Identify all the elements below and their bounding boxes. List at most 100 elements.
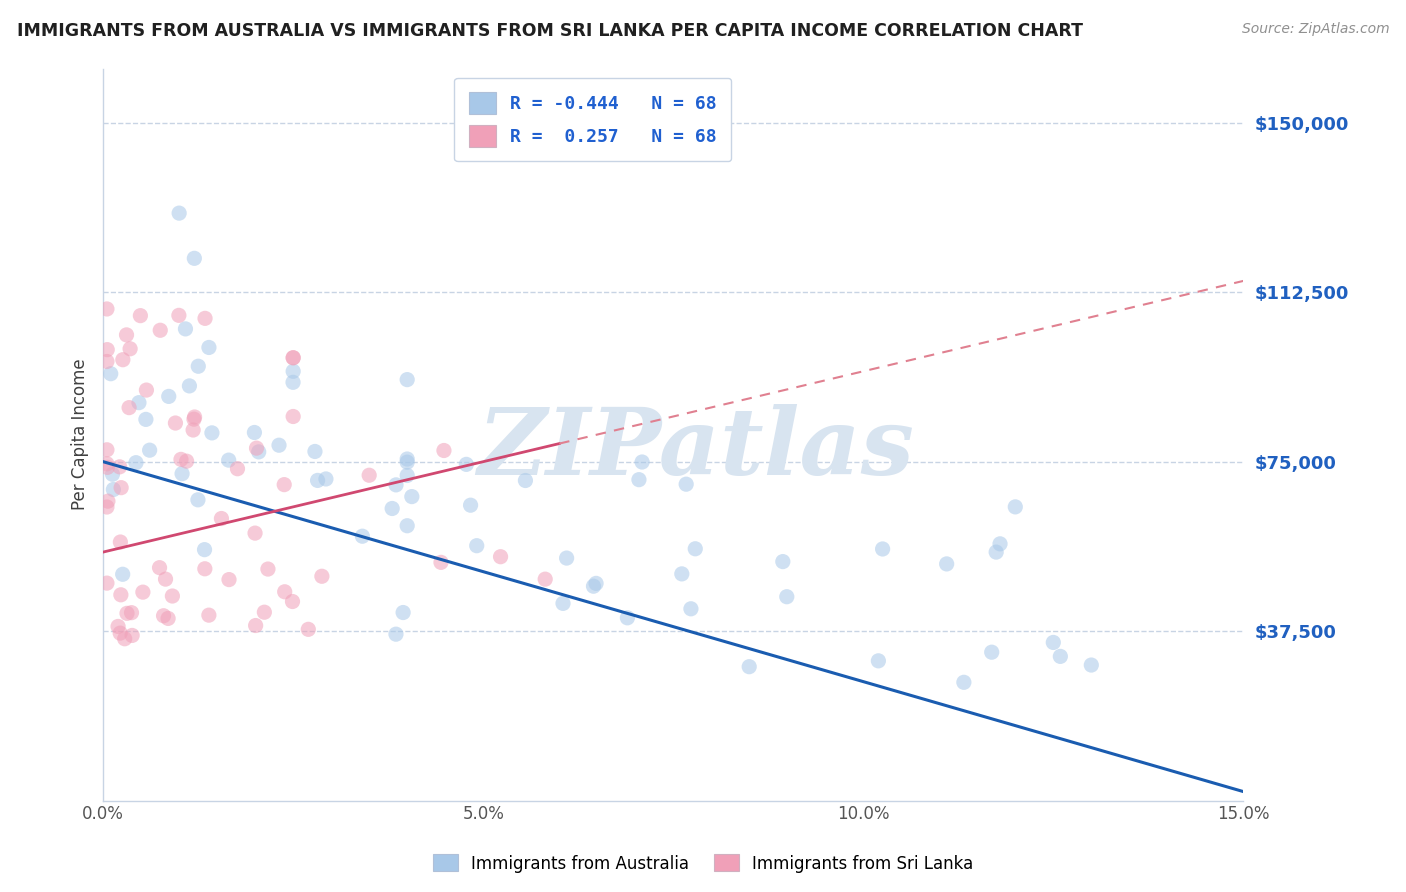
Point [118,401,141,415]
Point [100,367,122,381]
Point [631,455,654,469]
Point [183,252,205,266]
Point [257,562,280,576]
Point [551,596,574,610]
Point [1004,500,1026,514]
Point [396,373,419,387]
Point [120,342,142,356]
Point [135,383,157,397]
Point [132,585,155,599]
Point [107,619,129,633]
Point [988,537,1011,551]
Point [980,645,1002,659]
Point [868,654,890,668]
Point [96,460,118,475]
Point [1049,649,1071,664]
Point [108,459,131,474]
Point [183,412,205,426]
Point [315,472,337,486]
Point [181,423,204,437]
Point [283,364,305,378]
Point [304,444,326,458]
Point [96,301,118,316]
Point [616,611,638,625]
Point [283,351,305,365]
Point [245,441,267,455]
Point [243,425,266,440]
Point [157,611,180,625]
Point [170,467,193,481]
Point [627,473,650,487]
Point [128,395,150,409]
Point [311,569,333,583]
Point [555,551,578,566]
Point [129,309,152,323]
Point [198,608,221,623]
Point [953,675,976,690]
Point [283,409,305,424]
Point [385,627,408,641]
Point [534,572,557,586]
Point [121,628,143,642]
Point [243,526,266,541]
Point [157,389,180,403]
Legend: Immigrants from Australia, Immigrants from Sri Lanka: Immigrants from Australia, Immigrants fr… [426,847,980,880]
Point [396,455,419,469]
Point [115,327,138,342]
Point [218,573,240,587]
Point [152,608,174,623]
Point [776,590,799,604]
Point [111,567,134,582]
Point [96,343,118,357]
Point [401,490,423,504]
Point [226,461,249,475]
Point [121,606,143,620]
Text: IMMIGRANTS FROM AUSTRALIA VS IMMIGRANTS FROM SRI LANKA PER CAPITA INCOME CORRELA: IMMIGRANTS FROM AUSTRALIA VS IMMIGRANTS … [17,22,1083,40]
Point [679,602,702,616]
Point [103,483,125,497]
Point [165,416,187,430]
Point [385,478,408,492]
Point [433,443,456,458]
Point [396,518,419,533]
Point [986,545,1008,559]
Point [201,425,224,440]
Point [193,542,215,557]
Text: ZIPatlas: ZIPatlas [478,404,914,494]
Point [114,632,136,646]
Point [772,555,794,569]
Point [167,309,190,323]
Point [187,492,209,507]
Point [174,322,197,336]
Point [198,341,221,355]
Point [125,456,148,470]
Point [359,468,381,483]
Point [135,412,157,426]
Point [396,468,419,483]
Point [489,549,512,564]
Point [110,588,132,602]
Point [515,474,537,488]
Point [183,409,205,424]
Point [1080,658,1102,673]
Point [392,606,415,620]
Point [97,494,120,508]
Point [675,477,697,491]
Point [738,659,761,673]
Point [281,594,304,608]
Point [187,359,209,374]
Point [96,457,118,471]
Point [108,626,131,640]
Point [111,352,134,367]
Point [683,541,706,556]
Point [176,454,198,468]
Point [430,555,453,569]
Point [307,474,329,488]
Point [465,539,488,553]
Point [101,467,124,482]
Point [194,562,217,576]
Point [110,535,132,549]
Point [96,354,118,368]
Point [381,501,404,516]
Point [935,557,957,571]
